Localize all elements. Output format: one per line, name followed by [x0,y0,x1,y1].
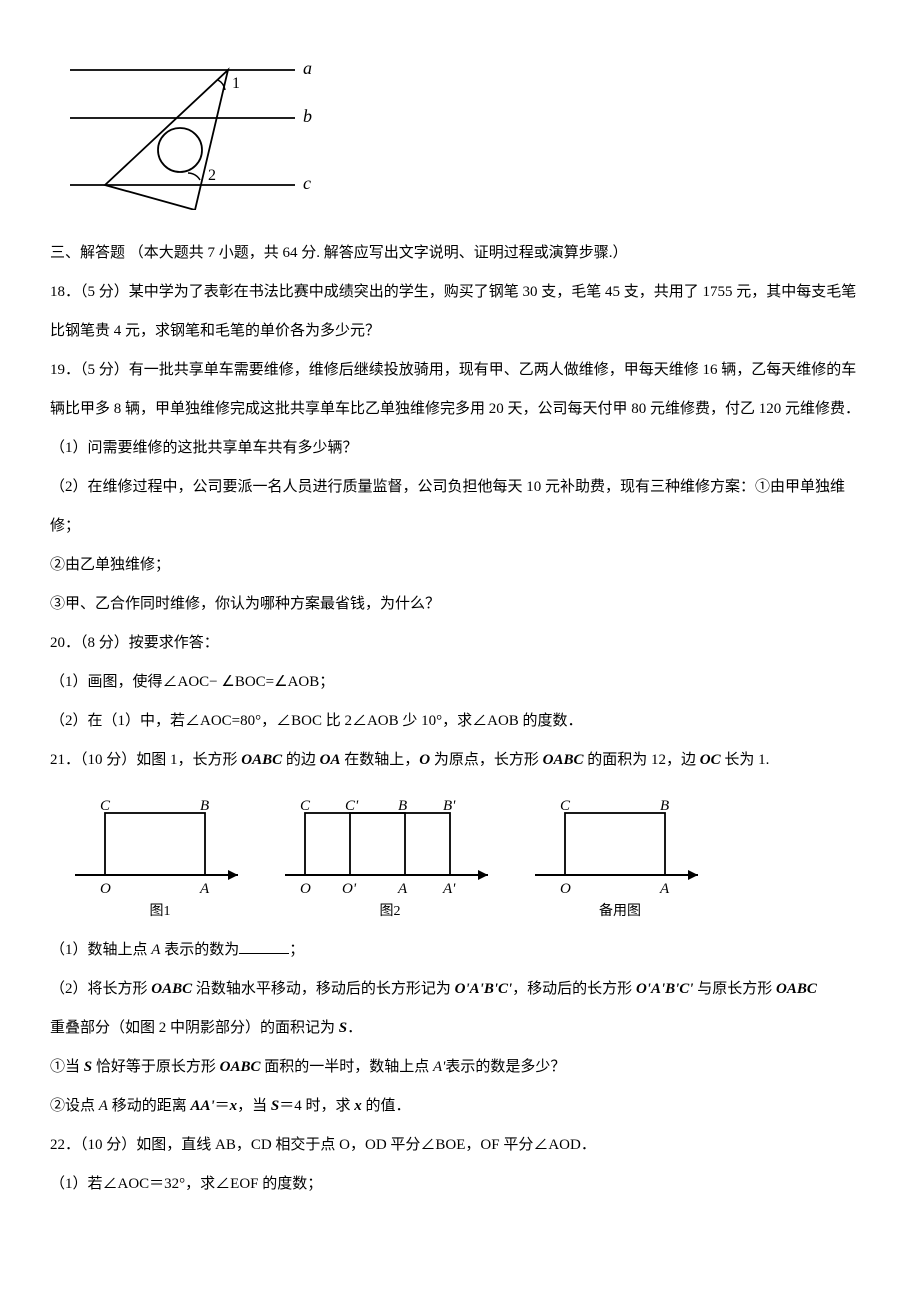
t1: 的边 [282,752,320,768]
q21-part2: （2）将长方形 OABC 沿数轴水平移动，移动后的长方形记为 O'A'B'C'，… [50,970,870,1009]
q21p2-pre: （2）将长方形 [50,981,151,997]
oabc5: OABC [220,1059,261,1075]
svg-text:A: A [199,881,210,897]
section3-heading: 三、解答题 （本大题共 7 小题，共 64 分. 解答应写出文字说明、证明过程或… [50,234,870,273]
oabc3: OABC [151,981,192,997]
t5: 长为 1. [721,752,770,768]
q21p2b-m1: 移动的距离 [108,1098,191,1114]
q19-part2a: （2）在维修过程中，公司要派一名人员进行质量监督，公司负担他每天 10 元补助费… [50,468,870,546]
svg-text:a: a [303,58,312,78]
q21p2b-m3: ＝4 时，求 [279,1098,354,1114]
q21-part2-line2: 重叠部分（如图 2 中阴影部分）的面积记为 S． [50,1009,870,1048]
q22-part1: （1）若∠AOC＝32°，求∠EOF 的度数； [50,1165,870,1204]
q21p2-m1: 沿数轴水平移动，移动后的长方形记为 [192,981,455,997]
q21p1-mid: 表示的数为 [160,942,239,958]
oabcp2: O'A'B'C' [636,981,694,997]
q21-fig2: C C' B B' O O' A A' 图2 [280,795,500,921]
blank-fill [239,939,289,954]
q22-stem: 22．（10 分）如图，直线 AB，CD 相交于点 O，OD 平分∠BOE，OF… [50,1126,870,1165]
q21p2a-m1: 恰好等于原长方形 [92,1059,220,1075]
q19-stem: 19．（5 分）有一批共享单车需要维修，维修后继续投放骑用，现有甲、乙两人做维修… [50,351,870,429]
svg-text:C: C [100,798,111,814]
q21-stem-pre: 21．（10 分）如图 1，长方形 [50,752,241,768]
q18: 18．（5 分）某中学为了表彰在书法比赛中成绩突出的学生，购买了钢笔 30 支，… [50,273,870,351]
q20-part1: （1）画图，使得∠AOC− ∠BOC=∠AOB； [50,663,870,702]
svg-text:A: A [397,881,408,897]
q21p2a-m2: 面积的一半时，数轴上点 [260,1059,433,1075]
q19-part1: （1）问需要维修的这批共享单车共有多少辆？ [50,429,870,468]
svg-text:2: 2 [208,167,216,184]
svg-text:A: A [659,881,670,897]
svg-text:O': O' [342,881,357,897]
oabc: OABC [241,752,282,768]
q21-figures: C B O A 图1 C C' B B' O O' A A' 图2 [70,795,870,921]
q21p2b-m2: ，当 [237,1098,271,1114]
S3: S [271,1098,279,1114]
q21-part2b: ②设点 A 移动的距离 AA'＝x，当 S＝4 时，求 x 的值． [50,1087,870,1126]
A2: A [99,1098,108,1114]
q19-part2b: ②由乙单独维修； [50,546,870,585]
AAp: AA' [190,1098,214,1114]
q21p1-pre: （1）数轴上点 [50,942,151,958]
oc: OC [700,752,721,768]
q21-stem: 21．（10 分）如图 1，长方形 OABC 的边 OA 在数轴上，O 为原点，… [50,741,870,780]
svg-text:A': A' [442,881,456,897]
oabc4: OABC [776,981,817,997]
svg-text:b: b [303,106,312,126]
q21p1-end: ； [289,942,304,958]
svg-text:B: B [200,798,209,814]
fig3-caption: 备用图 [599,904,641,921]
x2: x [354,1098,362,1114]
S1: S [339,1020,347,1036]
oabcp1: O'A'B'C' [455,981,513,997]
S2: S [84,1059,92,1075]
q21p2l2-end: ． [347,1020,362,1036]
q21p2b-pre: ②设点 [50,1098,99,1114]
svg-text:B': B' [443,798,456,814]
q21p2a-end: 表示的数是多少？ [445,1059,565,1075]
q21-fig3: C B O A 备用图 [530,795,710,921]
svg-text:O: O [300,881,311,897]
t2: 在数轴上， [340,752,419,768]
svg-text:c: c [303,173,311,193]
q19-part2c: ③甲、乙合作同时维修，你认为哪种方案最省钱，为什么？ [50,585,870,624]
svg-text:C: C [300,798,311,814]
svg-text:1: 1 [232,75,240,92]
svg-text:B: B [660,798,669,814]
oa: OA [320,752,341,768]
svg-text:O: O [560,881,571,897]
q21p2-m3: 与原长方形 [693,981,776,997]
Ap: A' [433,1059,445,1075]
t3: 为原点，长方形 [430,752,543,768]
q21p2l2-pre: 重叠部分（如图 2 中阴影部分）的面积记为 [50,1020,339,1036]
q21p2b-end: 的值． [362,1098,411,1114]
o: O [419,752,430,768]
svg-text:O: O [100,881,111,897]
q21p2-m2: ，移动后的长方形 [512,981,636,997]
q21p2a-pre: ①当 [50,1059,84,1075]
q21-part1: （1）数轴上点 A 表示的数为； [50,931,870,970]
triangle-lines-svg: a b c 1 2 [50,40,320,210]
q21-part2a: ①当 S 恰好等于原长方形 OABC 面积的一半时，数轴上点 A'表示的数是多少… [50,1048,870,1087]
q20-part2: （2）在（1）中，若∠AOC=80°，∠BOC 比 2∠AOB 少 10°，求∠… [50,702,870,741]
fig1-caption: 图1 [150,904,171,921]
eq1: ＝ [215,1098,230,1114]
svg-text:C': C' [345,798,359,814]
q17-figure: a b c 1 2 [50,40,870,226]
q20-stem: 20．（8 分）按要求作答： [50,624,870,663]
fig2-caption: 图2 [380,904,401,921]
svg-text:B: B [398,798,407,814]
t4: 的面积为 12，边 [583,752,699,768]
oabc2: OABC [543,752,584,768]
q21-fig1: C B O A 图1 [70,795,250,921]
svg-text:C: C [560,798,571,814]
